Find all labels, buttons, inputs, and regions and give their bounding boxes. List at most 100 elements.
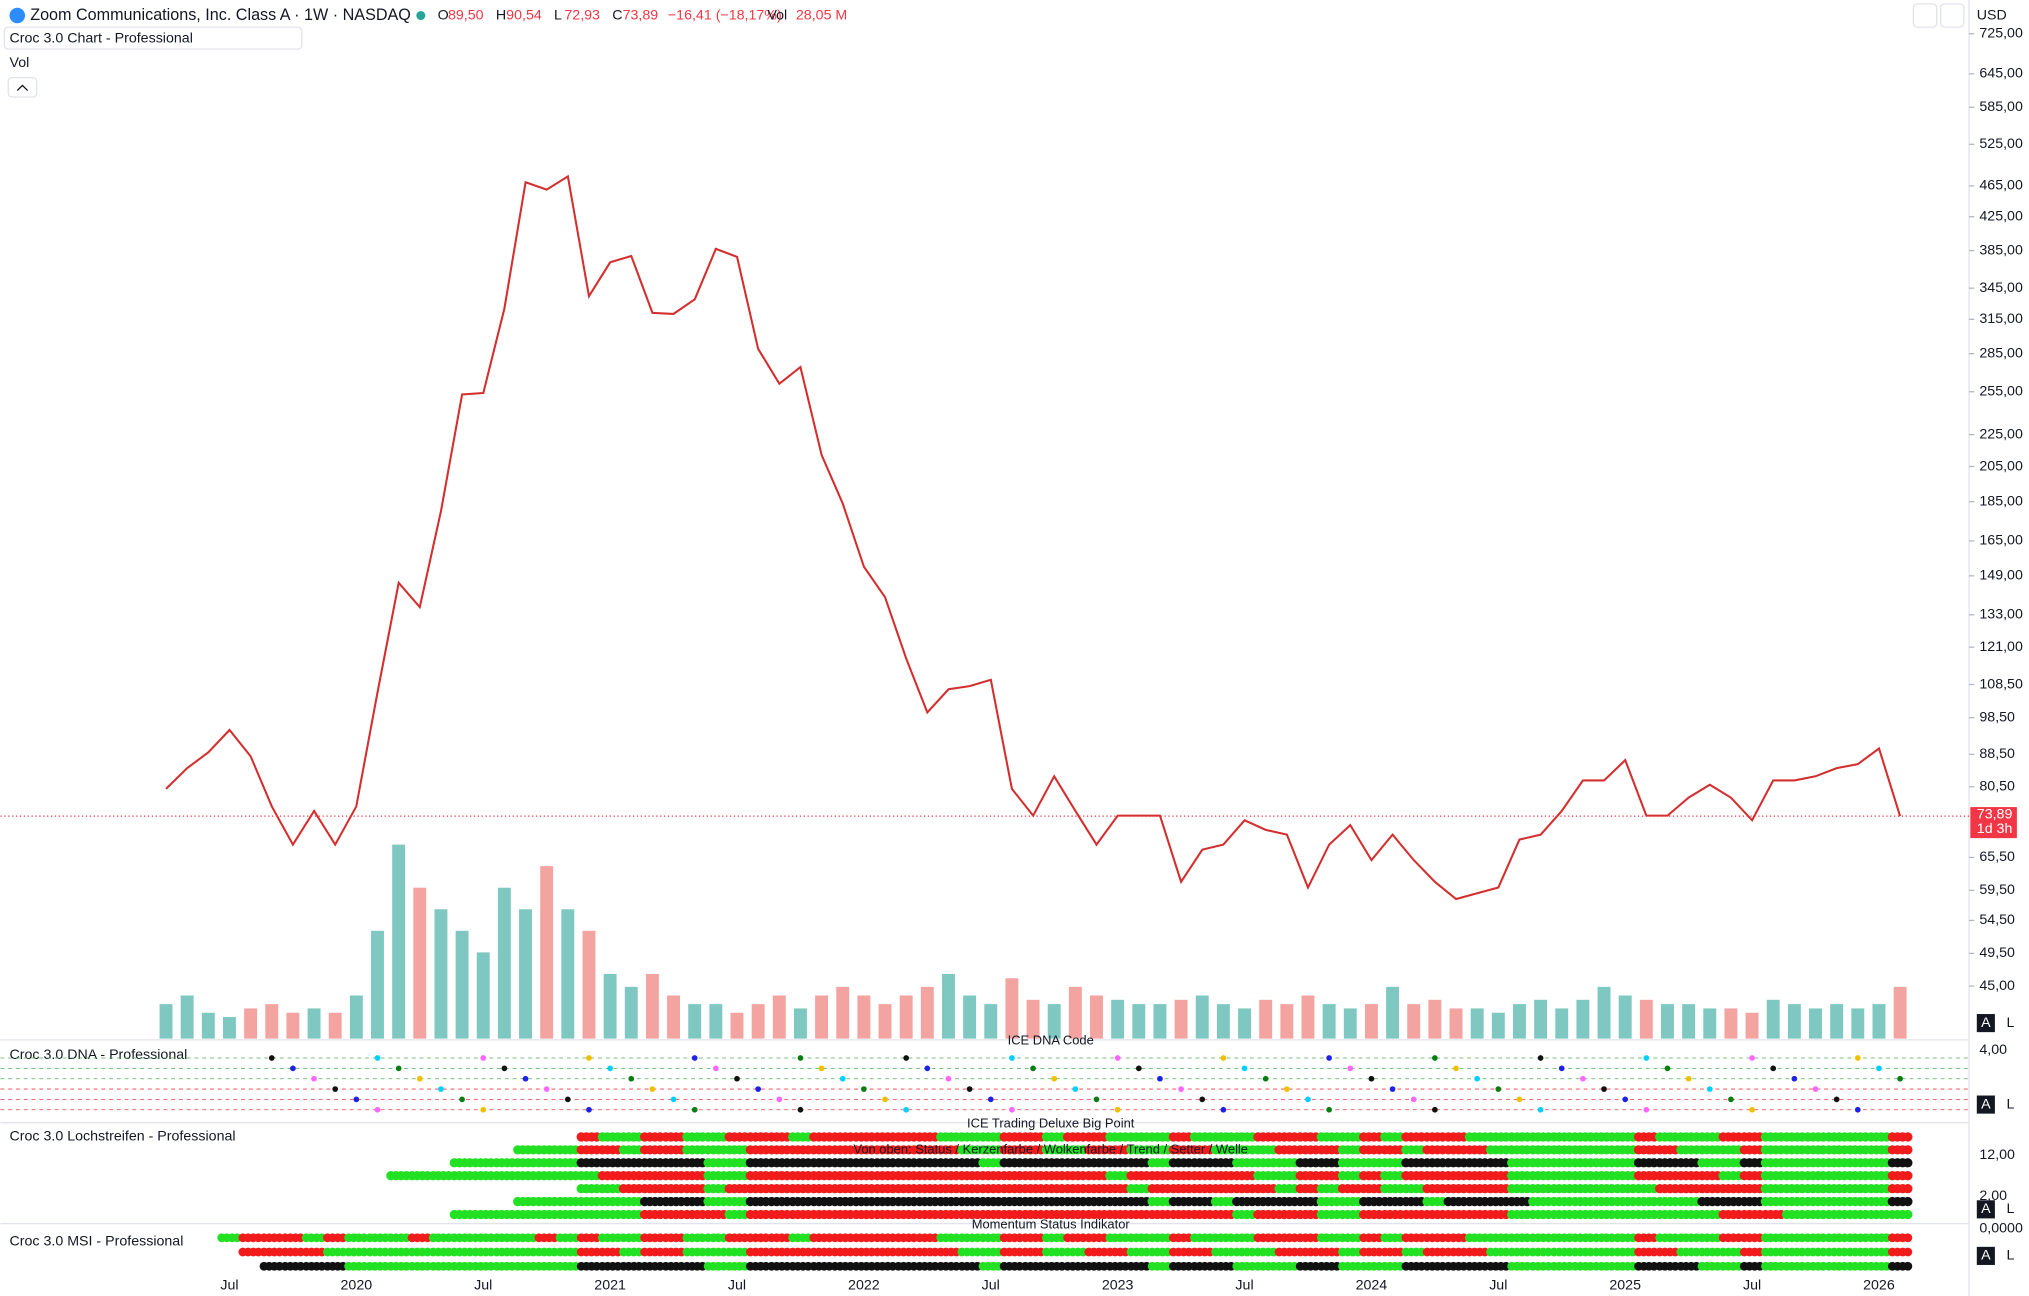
ohlc-value: 89,50 [448,7,484,23]
volume-bar [1893,986,1907,1039]
volume-bar [265,1004,279,1039]
volume-bar [1576,999,1590,1039]
volume-bar [942,973,955,1039]
status-dot [1283,1086,1290,1092]
x-tick-label: Jul [982,1277,1000,1293]
ohlc-key: O [438,7,449,23]
status-dot [691,1106,698,1113]
volume-bar [476,952,490,1039]
volume-bar [1301,995,1315,1039]
y-tick-label: 425,00 [1979,208,2023,224]
volume-bar [645,973,659,1039]
fullscreen-button[interactable] [1939,3,1965,28]
y-tick-label: 285,00 [1979,345,2023,361]
log-label[interactable]: L [2006,1201,2014,1217]
status-dot [374,1106,381,1113]
volume-bar [1322,1004,1336,1039]
x-tick-label: Jul [1489,1277,1507,1293]
volume-bar [1364,1004,1378,1039]
status-dot [1903,1247,1913,1257]
status-dot [1009,1055,1015,1061]
status-dot [1749,1106,1755,1113]
status-dot [586,1055,592,1061]
log-label[interactable]: L [2006,1015,2014,1031]
market-status [416,10,426,21]
status-dot [416,1075,423,1082]
status-dot [1643,1106,1650,1113]
status-dot [776,1096,783,1103]
status-dot [903,1106,910,1113]
status-dot [1791,1075,1798,1082]
x-tick-label: 2023 [1102,1277,1134,1293]
auto-button[interactable] [1976,1095,1995,1114]
log-label[interactable]: L [2006,1248,2014,1264]
status-dot [1410,1096,1417,1103]
status-dot [1453,1065,1459,1072]
x-tick-label: 2022 [848,1277,880,1293]
status-dot [945,1075,952,1082]
auto-label: A [1981,1096,1991,1112]
collapse-button[interactable] [7,76,38,98]
status-dot [290,1065,296,1072]
volume-bar [1407,1004,1421,1039]
y-tick-label: 525,00 [1979,136,2023,152]
volume-bar [540,866,554,1039]
volume-bar [392,844,406,1039]
status-dot [1178,1086,1184,1092]
volume-bar [1026,999,1040,1039]
volume-bar [1005,978,1019,1039]
currency[interactable]: USD [1977,7,2007,23]
status-dot [1812,1086,1819,1092]
status-dot [1347,1065,1354,1072]
volume-bar [920,986,934,1039]
y-tick-label: 645,00 [1979,66,2023,82]
y-tick-label: 149,00 [1979,568,2023,584]
y-tick-label: 80,50 [1979,779,2015,795]
status-dot [480,1106,487,1113]
status-dot [691,1055,698,1061]
auto-label: A [1981,1015,1991,1031]
y-tick-label: 165,00 [1979,533,2023,549]
auto-button[interactable] [1976,1014,1995,1033]
logo [9,7,26,24]
y-tick-label: 185,00 [1979,493,2023,509]
status-dot [1903,1171,1913,1181]
y-tick-label: 98,50 [1979,709,2015,725]
volume-bar [730,1012,744,1039]
panel-title: Momentum Status Indikator [972,1216,1131,1231]
indicator-box[interactable] [3,26,303,50]
y-tick-label: 54,50 [1979,912,2015,928]
status-dot [1072,1086,1079,1092]
y-tick-label: 88,50 [1979,746,2015,762]
status-dot [586,1106,592,1113]
y-tick-label: 59,50 [1979,882,2015,898]
volume-bar [1639,999,1653,1039]
volume-bar [180,995,194,1039]
volume-bar [1872,1004,1886,1039]
status-dot [564,1096,571,1103]
volume-bar [1174,999,1188,1039]
auto-button[interactable] [1976,1246,1995,1265]
panel-title: ICE Trading Deluxe Big Point [967,1115,1135,1130]
status-dot [924,1065,931,1072]
volume-bar [1830,1004,1844,1039]
auto-button[interactable] [1976,1200,1995,1219]
x-tick-label: 2021 [594,1277,626,1293]
status-dot [1903,1233,1913,1243]
volume-bar [1766,999,1780,1039]
ohlc-key: H [496,7,506,23]
log-label[interactable]: L [2006,1096,2014,1112]
volume-bar [667,995,681,1039]
volume-bar [603,973,617,1039]
download-button[interactable] [1912,3,1938,28]
y-tick-label: 49,50 [1979,945,2015,961]
status-dot [332,1086,339,1092]
status-dot [1368,1075,1375,1082]
volume-bar [1280,1004,1294,1039]
status-dot [1903,1158,1913,1168]
volume-bar [497,887,511,1039]
status-dot [713,1065,719,1072]
x-tick-label: Jul [474,1277,492,1293]
